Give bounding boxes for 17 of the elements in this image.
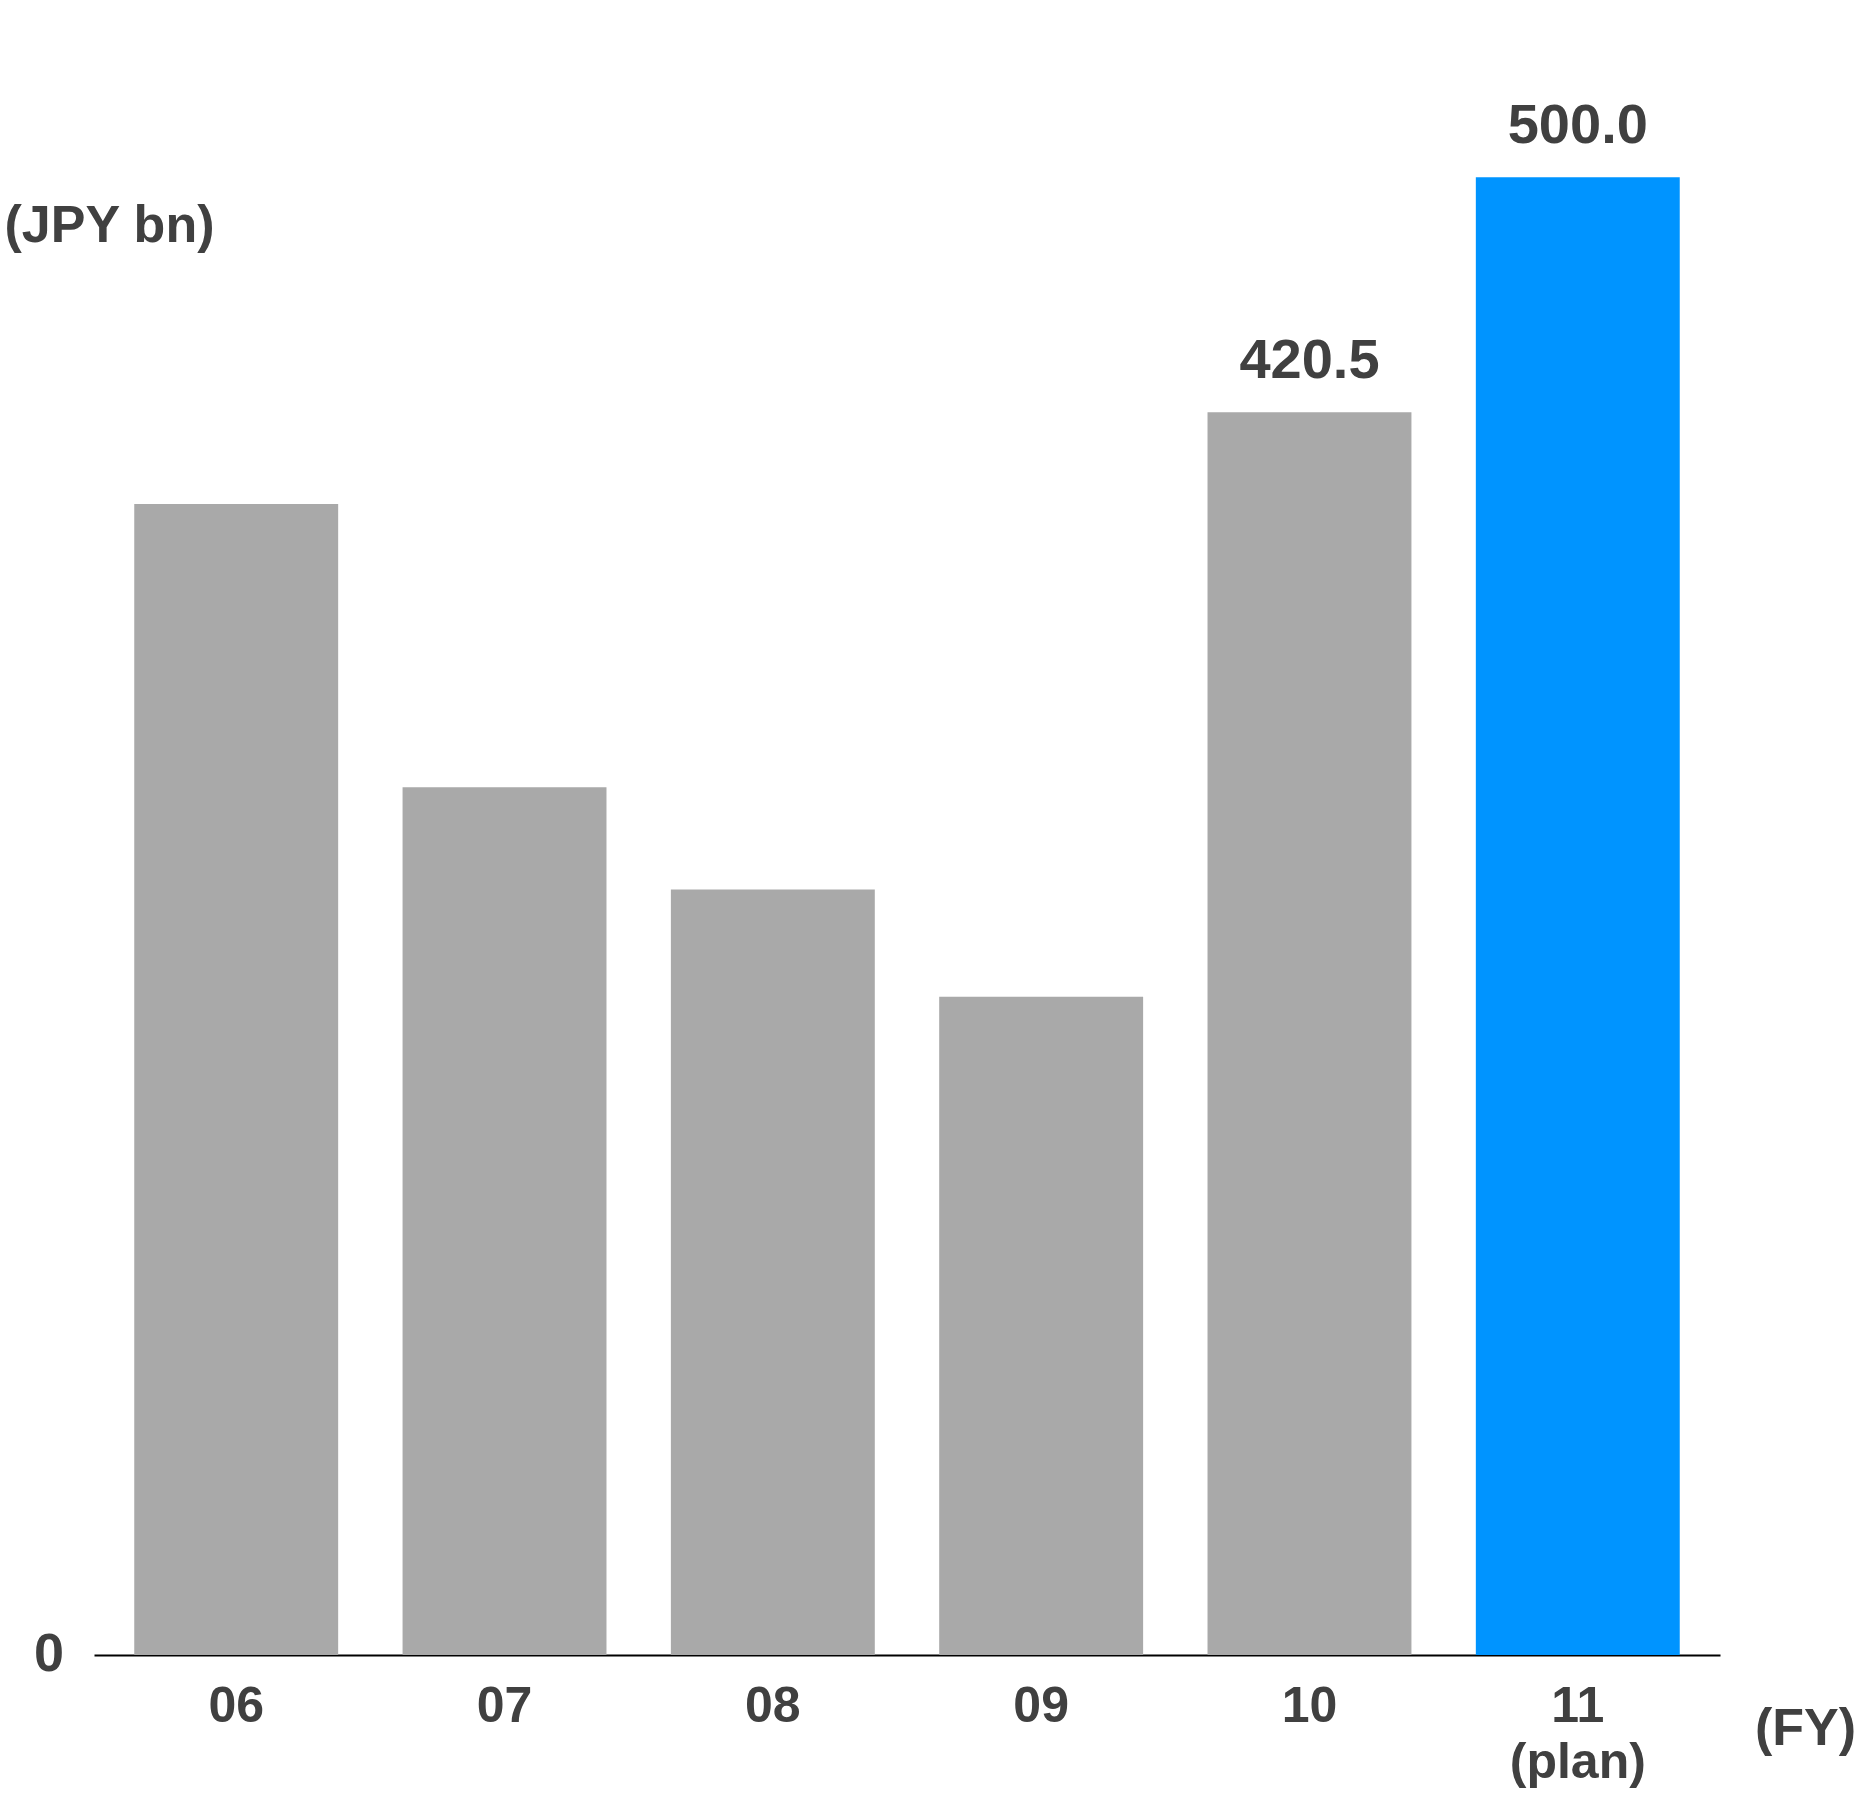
y-axis-title: (JPY bn) xyxy=(4,194,215,253)
annotation: 0 xyxy=(33,1622,64,1682)
bar xyxy=(134,503,339,1655)
bar xyxy=(402,787,607,1655)
bar xyxy=(1475,177,1680,1655)
x-tick-label: 09 xyxy=(1013,1676,1069,1733)
x-tick-label: 08 xyxy=(745,1676,801,1733)
bar xyxy=(670,889,875,1655)
x-axis-title: (FY) xyxy=(1754,1697,1857,1756)
x-tick-label: 11 (plan) xyxy=(1509,1676,1646,1789)
x-tick-label: 07 xyxy=(476,1676,533,1733)
bar xyxy=(1207,412,1412,1655)
x-tick-label: 06 xyxy=(208,1676,265,1733)
data-label: 500.0 xyxy=(1507,92,1648,156)
bar xyxy=(939,996,1144,1655)
data-label: 420.5 xyxy=(1239,327,1380,391)
x-tick-label: 10 xyxy=(1281,1676,1338,1733)
